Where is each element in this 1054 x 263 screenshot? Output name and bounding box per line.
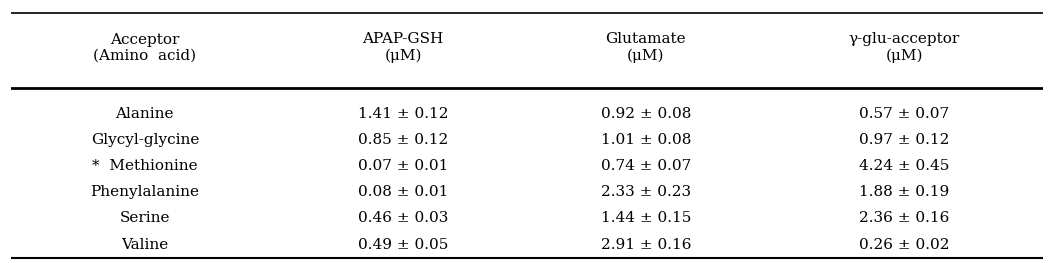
- Text: 2.33 ± 0.23: 2.33 ± 0.23: [601, 185, 690, 199]
- Text: 0.92 ± 0.08: 0.92 ± 0.08: [601, 107, 691, 121]
- Text: 0.26 ± 0.02: 0.26 ± 0.02: [859, 238, 950, 252]
- Text: 1.44 ± 0.15: 1.44 ± 0.15: [601, 211, 691, 225]
- Text: 0.57 ± 0.07: 0.57 ± 0.07: [859, 107, 949, 121]
- Text: 0.46 ± 0.03: 0.46 ± 0.03: [358, 211, 448, 225]
- Text: Glycyl-glycine: Glycyl-glycine: [91, 133, 199, 147]
- Text: Serine: Serine: [119, 211, 170, 225]
- Text: 1.01 ± 0.08: 1.01 ± 0.08: [601, 133, 691, 147]
- Text: *  Methionine: * Methionine: [92, 159, 198, 173]
- Text: 0.07 ± 0.01: 0.07 ± 0.01: [358, 159, 448, 173]
- Text: 4.24 ± 0.45: 4.24 ± 0.45: [859, 159, 950, 173]
- Text: 1.88 ± 0.19: 1.88 ± 0.19: [859, 185, 950, 199]
- Text: 2.91 ± 0.16: 2.91 ± 0.16: [601, 238, 691, 252]
- Text: 0.97 ± 0.12: 0.97 ± 0.12: [859, 133, 950, 147]
- Text: Phenylalanine: Phenylalanine: [91, 185, 199, 199]
- Text: 2.36 ± 0.16: 2.36 ± 0.16: [859, 211, 950, 225]
- Text: Alanine: Alanine: [116, 107, 174, 121]
- Text: Acceptor
(Amino  acid): Acceptor (Amino acid): [93, 33, 196, 63]
- Text: Valine: Valine: [121, 238, 169, 252]
- Text: γ-glu-acceptor
(μM): γ-glu-acceptor (μM): [848, 32, 959, 63]
- Text: 0.85 ± 0.12: 0.85 ± 0.12: [358, 133, 448, 147]
- Text: 0.74 ± 0.07: 0.74 ± 0.07: [601, 159, 691, 173]
- Text: 0.08 ± 0.01: 0.08 ± 0.01: [358, 185, 448, 199]
- Text: 0.49 ± 0.05: 0.49 ± 0.05: [358, 238, 448, 252]
- Text: APAP-GSH
(μM): APAP-GSH (μM): [363, 32, 444, 63]
- Text: Glutamate
(μM): Glutamate (μM): [605, 32, 686, 63]
- Text: 1.41 ± 0.12: 1.41 ± 0.12: [357, 107, 448, 121]
